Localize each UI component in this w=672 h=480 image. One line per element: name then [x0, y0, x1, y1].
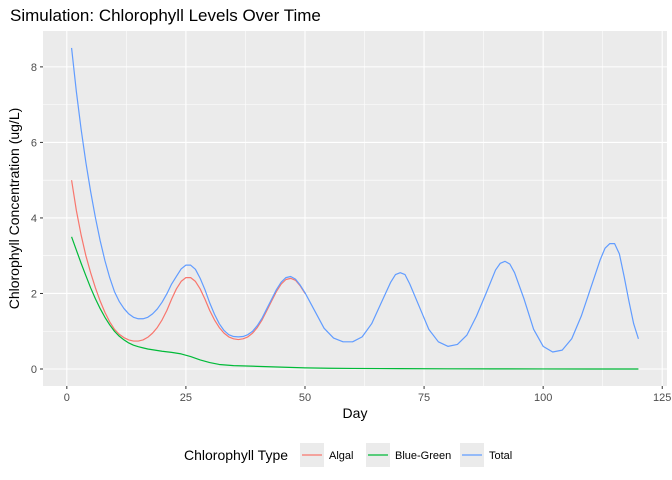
x-axis-title: Day — [343, 405, 368, 421]
legend: Chlorophyll Type Algal Blue-Green Total — [184, 443, 512, 467]
y-axis: 0 2 4 6 8 — [31, 62, 43, 376]
legend-title: Chlorophyll Type — [184, 447, 288, 463]
legend-item-total: Total — [460, 443, 512, 467]
x-tick-label: 0 — [64, 392, 70, 404]
plot-panel — [43, 31, 667, 386]
y-tick-label: 0 — [31, 364, 37, 376]
major-gridlines — [43, 31, 667, 386]
x-tick-label: 100 — [534, 392, 552, 404]
series-line-blue-green — [71, 236, 639, 370]
legend-items: Algal Blue-Green Total — [300, 443, 512, 467]
legend-label: Algal — [329, 450, 353, 462]
series-lines — [70, 47, 639, 370]
x-tick-label: 25 — [180, 392, 192, 404]
series-line-algal — [70, 180, 306, 342]
y-axis-title: Chlorophyll Concentration (ug/L) — [6, 108, 22, 310]
legend-label: Blue-Green — [395, 450, 451, 462]
y-tick-label: 2 — [31, 288, 37, 300]
y-tick-label: 4 — [31, 213, 37, 225]
legend-item-algal: Algal — [300, 443, 353, 467]
y-tick-label: 8 — [31, 62, 37, 74]
x-tick-label: 75 — [418, 392, 430, 404]
minor-gridlines — [43, 31, 667, 386]
series-line-total — [70, 47, 639, 353]
chart-title: Simulation: Chlorophyll Levels Over Time — [10, 6, 321, 25]
y-tick-label: 6 — [31, 137, 37, 149]
x-tick-label: 50 — [299, 392, 311, 404]
x-tick-label: 125 — [653, 392, 671, 404]
legend-item-blue-green: Blue-Green — [366, 443, 451, 467]
legend-label: Total — [489, 450, 512, 462]
x-axis: 0 25 50 75 100 125 — [64, 386, 671, 404]
